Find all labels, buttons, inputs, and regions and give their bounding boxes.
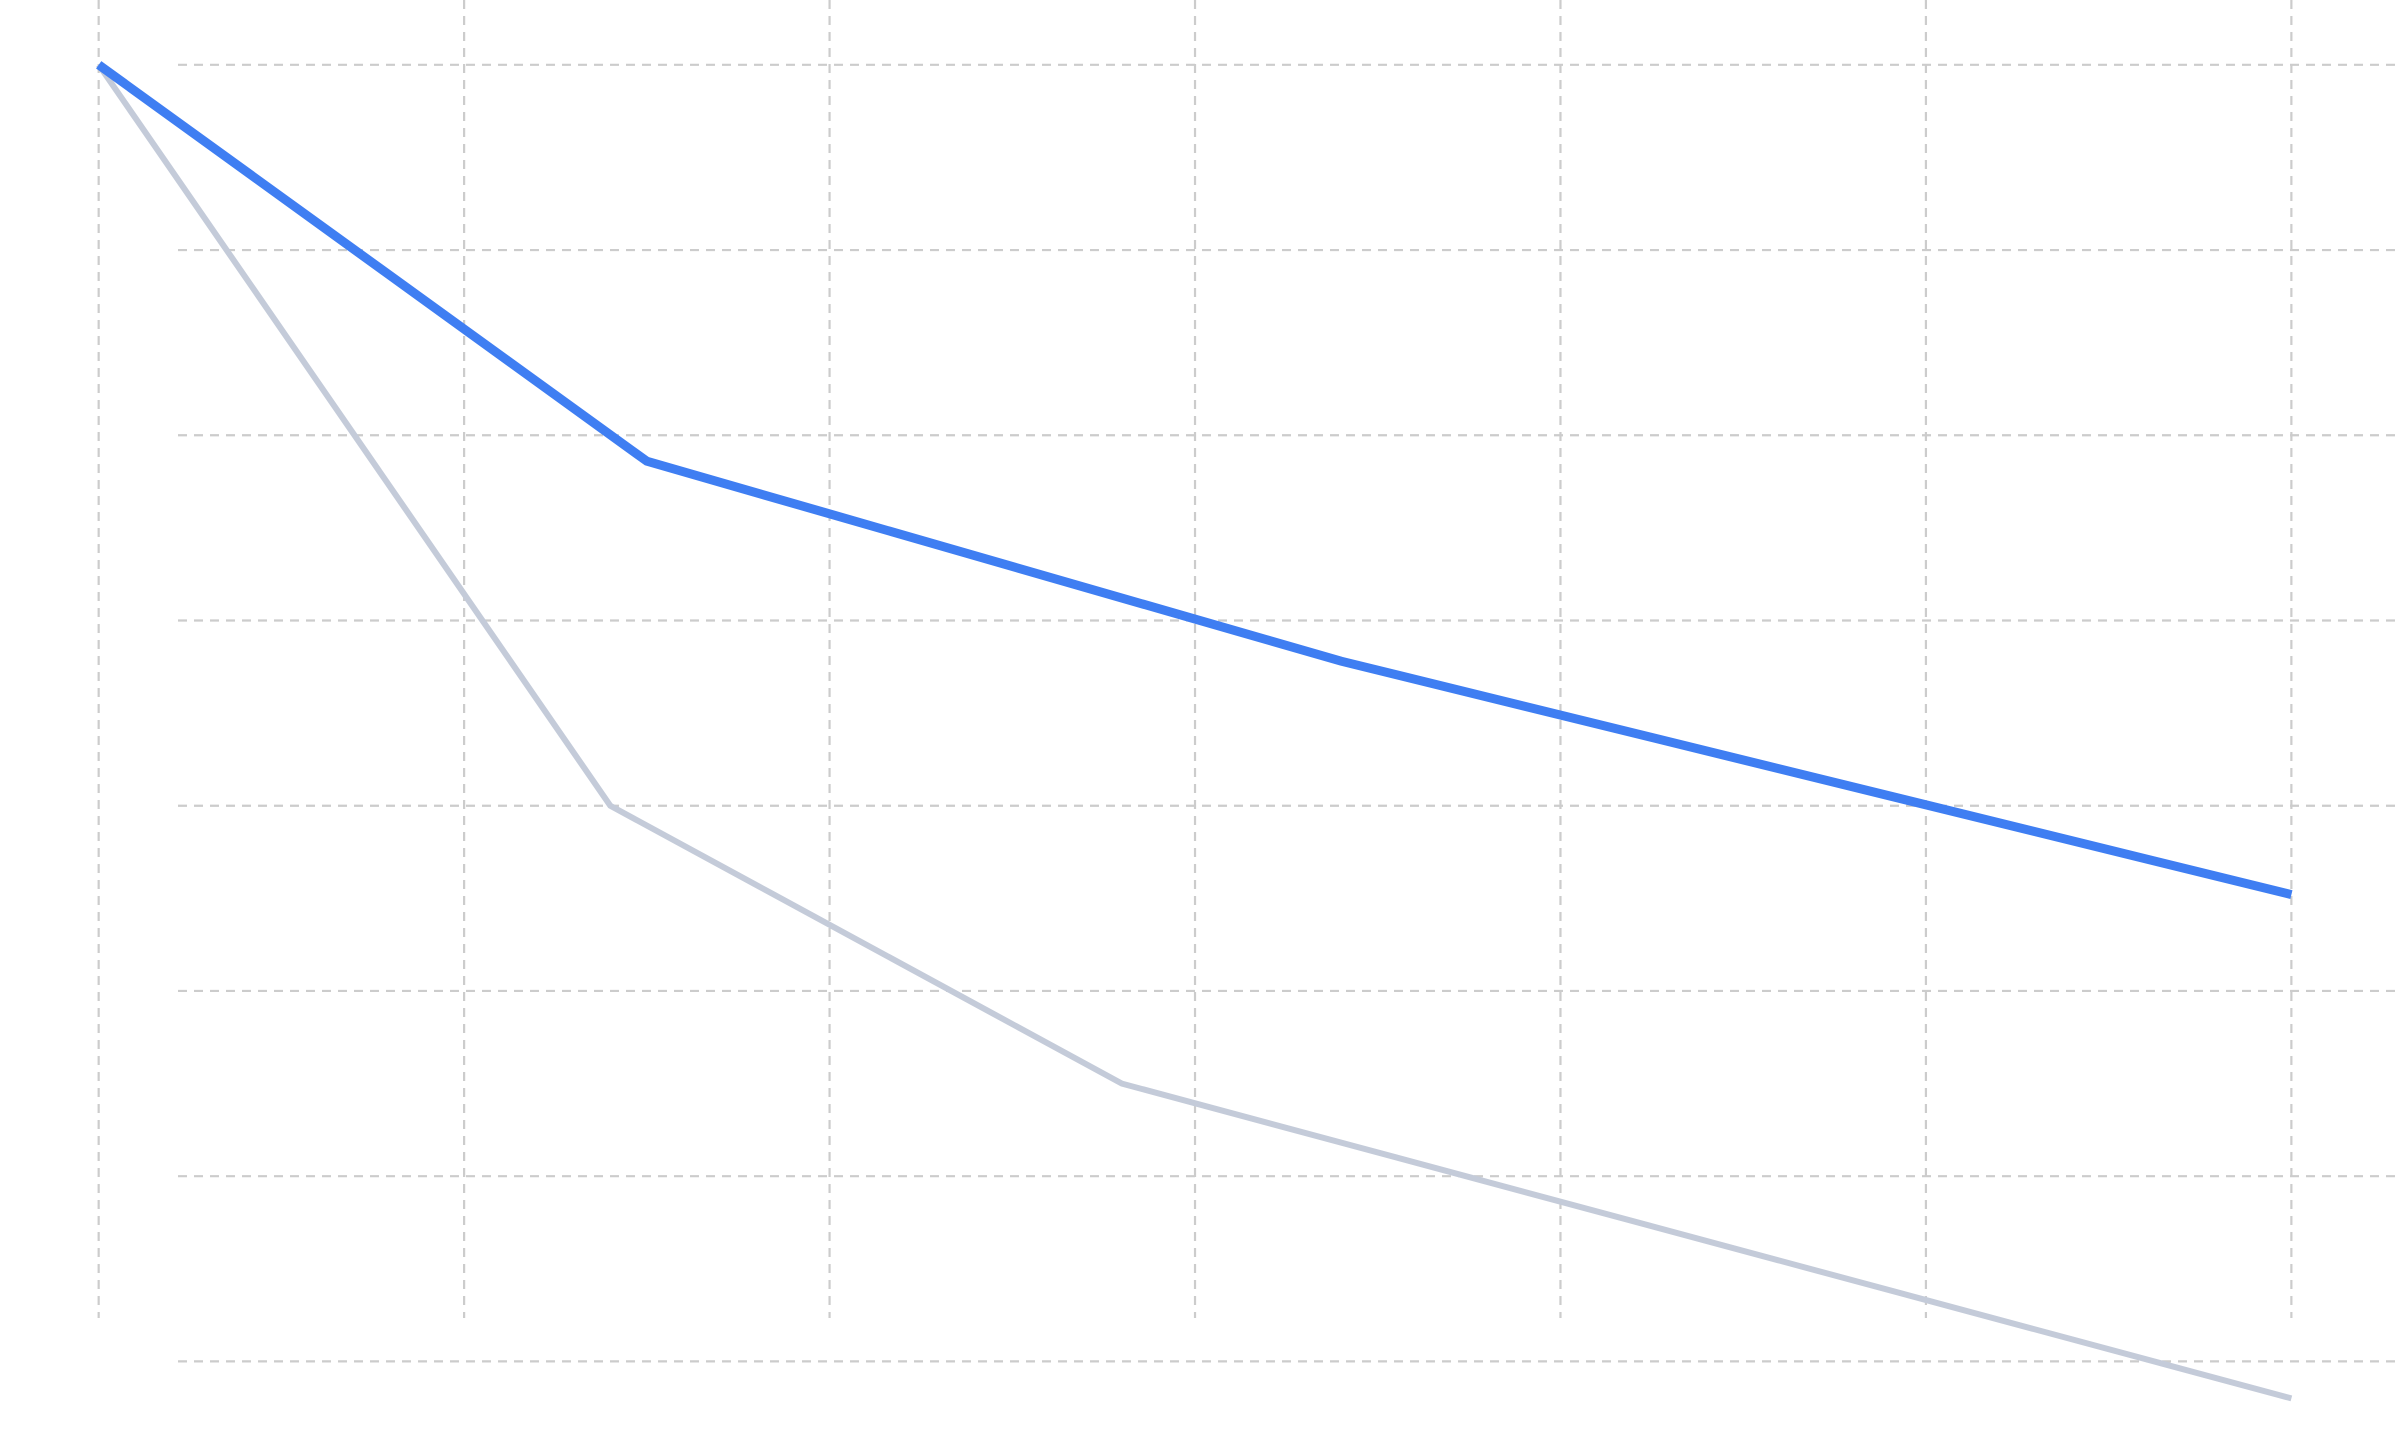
plot-area [96, 61, 2293, 1402]
series-2-line [96, 63, 2293, 1402]
grid [97, 0, 2401, 1363]
series-1-line [96, 61, 2293, 899]
